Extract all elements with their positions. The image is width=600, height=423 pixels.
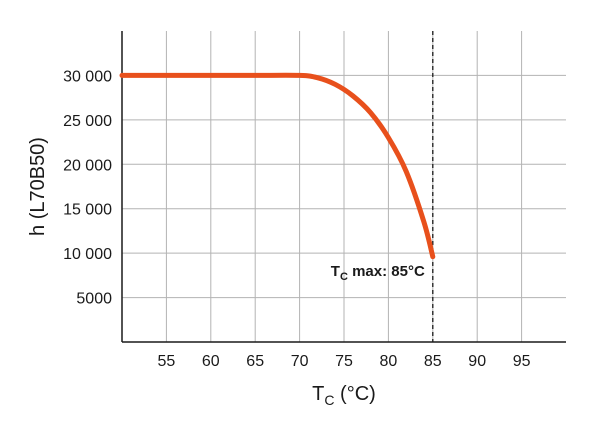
y-tick-label: 25 000 [63,113,112,130]
y-tick-label: 20 000 [63,157,112,174]
y-tick-label: 10 000 [63,246,112,263]
x-axis-title-sub: C [324,392,334,408]
y-tick-label: 30 000 [63,68,112,85]
x-tick-labels: 55 60 65 70 75 80 85 90 95 [158,353,531,370]
x-axis-title: TC (°C) [312,383,376,408]
x-tick-label: 80 [380,353,398,370]
axes [121,31,566,343]
x-tick-label: 55 [158,353,176,370]
x-tick-label: 90 [468,353,486,370]
y-tick-labels: 5000 10 000 15 000 20 000 25 000 30 000 [63,68,112,307]
x-tick-label: 60 [202,353,220,370]
x-axis-title-unit: (°C) [335,383,376,405]
y-axis-title: h (L70B50) [27,137,49,236]
annotation-main: T [331,263,340,280]
x-tick-label: 65 [246,353,264,370]
annotation-text: max: 85°C [348,263,425,280]
lifetime-curve [119,72,436,260]
grid [122,31,566,342]
y-tick-label: 5000 [76,291,112,308]
tc-max-annotation: TC max: 85°C [331,263,425,283]
y-tick-label: 15 000 [63,202,112,219]
x-tick-label: 70 [291,353,309,370]
x-tick-label: 85 [424,353,442,370]
annotation-sub: C [340,271,348,283]
x-tick-label: 95 [513,353,531,370]
x-tick-label: 75 [335,353,353,370]
x-axis-title-main: T [312,383,324,405]
